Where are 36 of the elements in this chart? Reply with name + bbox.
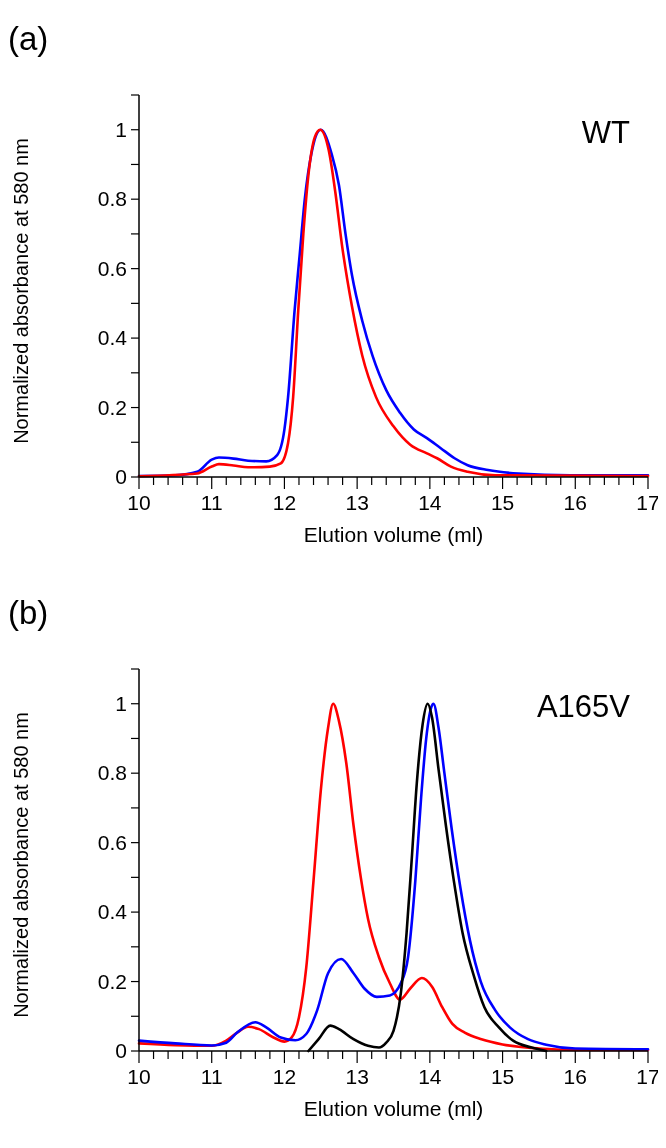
chart-title: (b) <box>8 594 49 631</box>
y-tick-label: 0.4 <box>97 326 128 350</box>
x-tick-label: 15 <box>490 1065 515 1088</box>
x-tick-label: 11 <box>200 1065 223 1088</box>
x-tick-label: 14 <box>418 1065 442 1088</box>
x-tick-label: 17 <box>636 491 660 514</box>
y-tick-label: 0 <box>115 1039 127 1062</box>
x-tick-label: 16 <box>563 491 587 514</box>
y-axis-title: Normalized absorbance at 580 nm <box>10 138 32 444</box>
y-tick-label: 0.2 <box>97 395 127 419</box>
x-tick-label: 15 <box>490 491 515 514</box>
x-axis-title: Elution volume (ml) <box>303 1097 484 1120</box>
annotation: WT <box>581 115 631 150</box>
x-tick-label: 12 <box>272 1065 297 1088</box>
x-tick-label: 12 <box>272 491 297 514</box>
x-tick-label: 13 <box>345 491 369 514</box>
y-tick-label: 0.4 <box>97 900 128 924</box>
x-tick-label: 16 <box>563 1065 587 1088</box>
y-tick-label: 0.2 <box>97 969 127 993</box>
x-axis-title: Elution volume (ml) <box>303 523 484 546</box>
y-tick-label: 1 <box>115 691 127 715</box>
y-tick-label: 0.8 <box>97 761 127 785</box>
y-tick-label: 0 <box>115 465 127 488</box>
x-tick-label: 10 <box>127 1065 151 1088</box>
y-tick-label: 0.8 <box>97 187 127 211</box>
annotation: A165V <box>536 689 631 724</box>
chart-title: (a) <box>8 20 49 57</box>
y-tick-label: 0.6 <box>97 256 127 280</box>
y-tick-label: 1 <box>115 117 127 141</box>
x-tick-label: 11 <box>200 491 223 514</box>
x-tick-label: 17 <box>636 1065 660 1088</box>
y-tick-label: 0.6 <box>97 830 127 854</box>
x-tick-label: 13 <box>345 1065 369 1088</box>
y-axis-title: Normalized absorbance at 580 nm <box>10 712 32 1018</box>
x-tick-label: 14 <box>418 491 442 514</box>
x-tick-label: 10 <box>127 491 151 514</box>
